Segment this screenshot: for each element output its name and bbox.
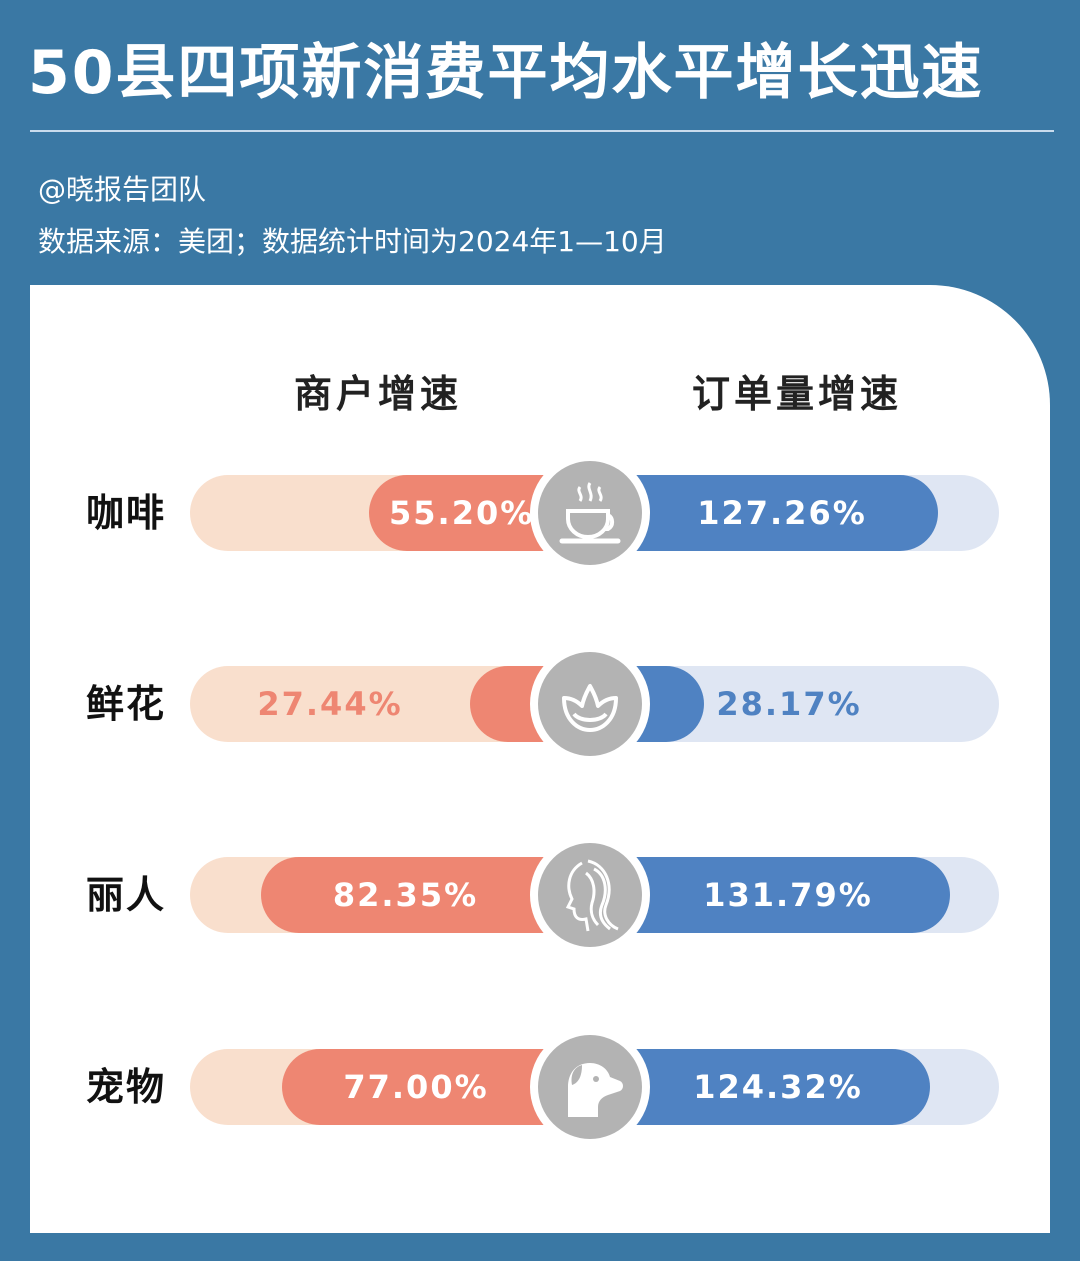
right-bar	[594, 857, 950, 933]
data-source-note: 数据来源：美团；数据统计时间为2024年1—10月	[38, 225, 667, 258]
flower-bud-icon	[530, 644, 650, 764]
right-value-label: 28.17%	[716, 685, 862, 723]
right-bar	[594, 1049, 930, 1125]
left-value-label: 55.20%	[389, 494, 535, 532]
category-label: 宠物	[86, 1065, 167, 1109]
left-value-label: 82.35%	[332, 876, 479, 914]
category-label: 鲜花	[86, 682, 167, 726]
page-title: 50县四项新消费平均水平增长迅速	[28, 38, 984, 108]
right-column-header: 订单量增速	[692, 372, 903, 416]
right-bar	[594, 475, 938, 551]
author-credit: @晓报告团队	[38, 173, 207, 206]
dog-icon	[530, 1027, 650, 1147]
woman-profile-icon	[530, 835, 650, 955]
left-value-label: 27.44%	[257, 685, 403, 723]
left-column-header: 商户增速	[294, 372, 463, 416]
category-label: 丽人	[86, 873, 167, 917]
title-divider	[30, 130, 1054, 132]
right-value-label: 131.79%	[703, 876, 873, 914]
right-value-label: 127.26%	[697, 494, 867, 532]
coffee-cup-icon	[530, 453, 650, 573]
category-label: 咖啡	[86, 491, 167, 535]
right-value-label: 124.32%	[693, 1068, 863, 1106]
left-value-label: 77.00%	[343, 1068, 489, 1106]
